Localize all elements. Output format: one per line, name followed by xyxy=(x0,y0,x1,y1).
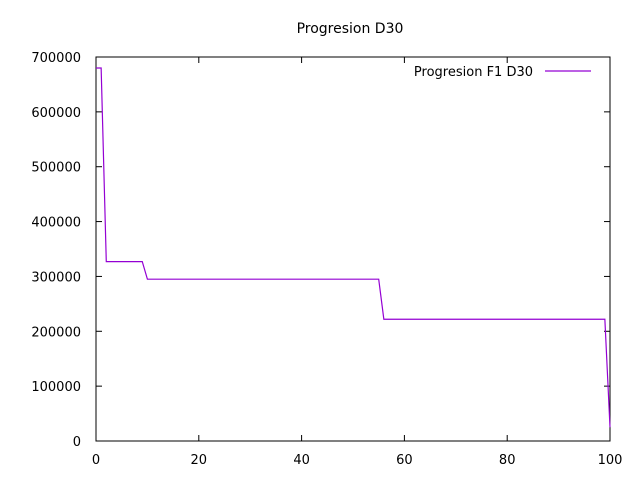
plot-frame xyxy=(95,56,611,442)
x-tick-label: 80 xyxy=(499,453,516,468)
legend-label: Progresion F1 D30 xyxy=(414,65,533,80)
x-tick-label: 40 xyxy=(293,453,310,468)
y-tick-label: 200000 xyxy=(31,325,81,340)
y-tick-label: 600000 xyxy=(31,106,81,121)
legend: Progresion F1 D30 xyxy=(414,65,591,80)
axis-ticks xyxy=(95,56,611,442)
x-tick-label: 20 xyxy=(191,453,208,468)
y-tick-label: 300000 xyxy=(31,270,81,285)
x-tick-labels: 0 20 40 60 80 100 xyxy=(92,453,623,468)
y-tick-label: 700000 xyxy=(31,51,81,66)
series-layer xyxy=(96,67,611,428)
y-tick-label: 0 xyxy=(73,435,81,450)
x-tick-label: 0 xyxy=(92,453,100,468)
y-tick-labels: 0 100000 200000 300000 400000 500000 600000 700… xyxy=(31,51,81,450)
y-tick-label: 400000 xyxy=(31,216,81,231)
y-tick-label: 500000 xyxy=(31,161,81,176)
y-tick-label: 100000 xyxy=(31,380,81,395)
chart-title: Progresion D30 xyxy=(297,21,404,37)
series-line xyxy=(96,67,611,428)
x-tick-label: 60 xyxy=(396,453,413,468)
x-tick-label: 100 xyxy=(598,453,623,468)
